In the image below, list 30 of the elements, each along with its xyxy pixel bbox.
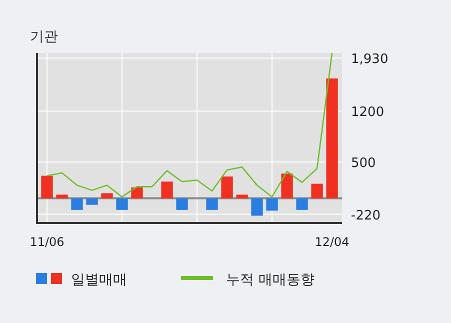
bar xyxy=(176,198,188,210)
bar xyxy=(206,198,218,210)
chart-title: 기관 xyxy=(30,29,58,45)
bar xyxy=(326,78,338,198)
bar xyxy=(251,198,263,216)
bar xyxy=(236,194,248,198)
bar xyxy=(161,182,173,198)
bar xyxy=(266,198,278,211)
bar xyxy=(41,176,53,198)
bar xyxy=(221,176,233,198)
bar xyxy=(101,193,113,198)
y-tick-label: 1200 xyxy=(351,105,384,120)
legend-label: 일별매매 xyxy=(71,272,127,288)
bar xyxy=(296,198,308,210)
legend-line: 누적 매매동향 xyxy=(181,272,314,288)
bar xyxy=(131,187,143,198)
x-tick-label: 11/06 xyxy=(30,235,64,249)
y-tick-label: 1,930 xyxy=(351,52,388,68)
x-tick-label: 12/04 xyxy=(314,235,350,249)
line-series xyxy=(46,53,333,198)
bar xyxy=(311,184,323,198)
bar xyxy=(56,194,68,198)
bar xyxy=(71,198,83,210)
bar xyxy=(86,198,98,205)
bar xyxy=(281,174,293,198)
y-tick-label: 500 xyxy=(351,156,376,171)
bar xyxy=(116,198,128,210)
legend-label: 누적 매매동향 xyxy=(226,272,314,288)
legend-bar: 일별매매 xyxy=(36,272,127,288)
y-tick-label: -220 xyxy=(351,208,381,224)
